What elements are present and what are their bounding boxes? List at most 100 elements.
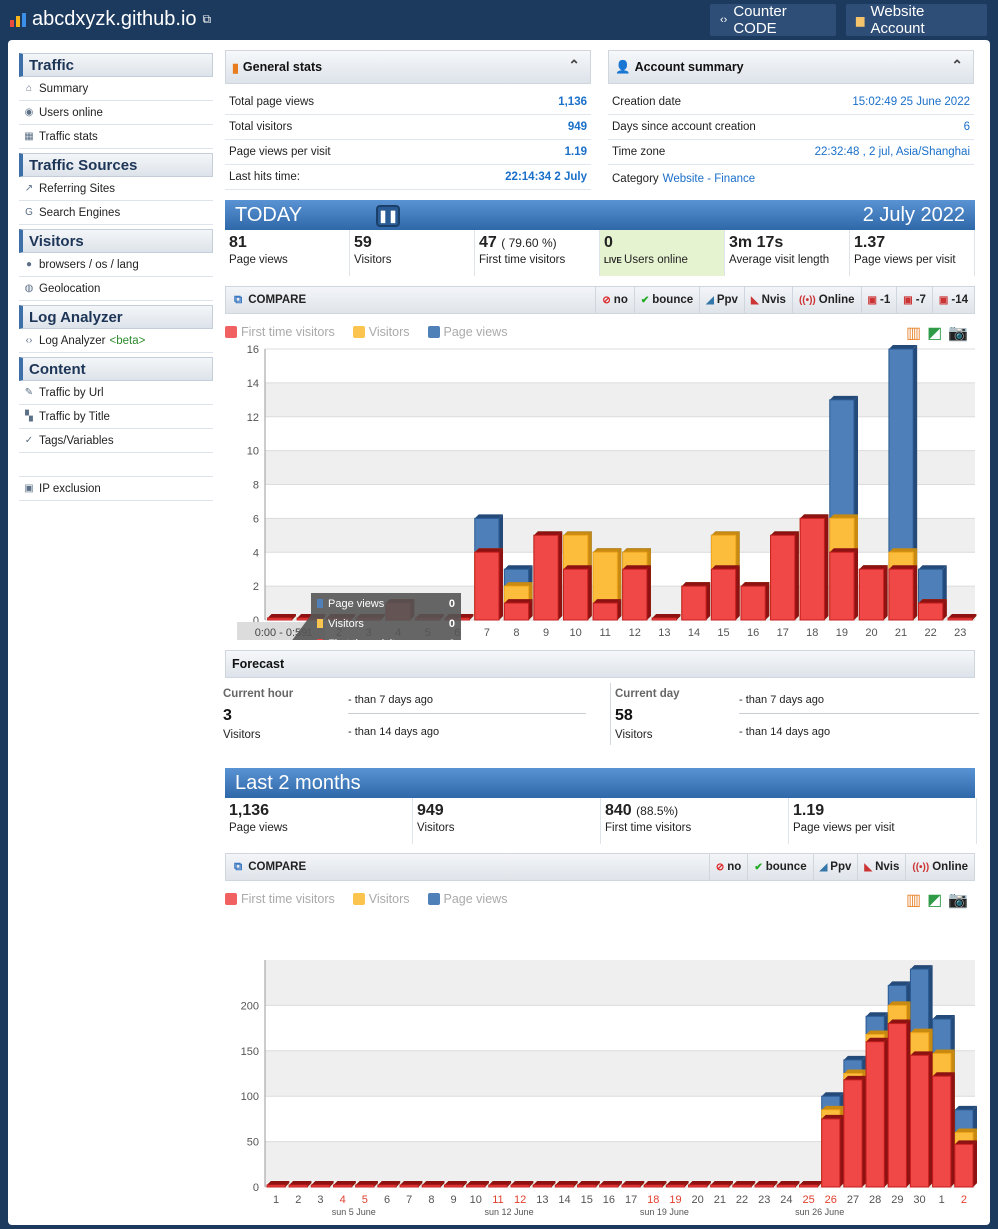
bar-first-time-visitors[interactable] <box>643 1181 667 1188</box>
sidebar-item[interactable]: ✓ Tags/Variables <box>19 429 213 453</box>
bar-first-time-visitors[interactable] <box>474 548 504 621</box>
compare-button[interactable]: ▣ -7 <box>896 287 932 313</box>
compare-button[interactable]: ✔ bounce <box>633 287 699 313</box>
bar-first-time-visitors[interactable] <box>510 1181 534 1188</box>
compare-button[interactable]: ◣ Nvis <box>743 287 792 313</box>
bar-first-time-visitors[interactable] <box>288 1181 312 1188</box>
bar-first-time-visitors[interactable] <box>421 1181 445 1188</box>
sidebar-item[interactable]: ↗ Referring Sites <box>19 177 213 201</box>
sidebar-item[interactable]: ✎ Traffic by Url <box>19 381 213 405</box>
bar-first-time-visitors[interactable] <box>562 565 592 621</box>
collapse-caret-icon[interactable]: ⌃ <box>951 57 963 73</box>
bar-first-time-visitors[interactable] <box>399 1181 423 1188</box>
sidebar-item[interactable]: G Search Engines <box>19 201 213 225</box>
bar-chart-icon[interactable]: ▥ <box>906 892 922 909</box>
sidebar-item-ip-exclusion[interactable]: ▣ IP exclusion <box>19 477 213 501</box>
compare-button[interactable]: ◣ Nvis <box>857 854 905 880</box>
sidebar-item[interactable]: ◍ Geolocation <box>19 277 213 301</box>
sidebar-item[interactable]: ⌂ Summary <box>19 77 213 101</box>
bar-first-time-visitors[interactable] <box>740 582 770 621</box>
site-brand[interactable]: abcdxyzk.github.io ⧉ <box>10 8 211 31</box>
account-summary-header[interactable]: 👤 Account summary ⌃ <box>608 50 974 84</box>
legend-first[interactable]: First time visitors <box>225 892 335 906</box>
bar-first-time-visitors[interactable] <box>267 614 296 621</box>
bar-first-time-visitors[interactable] <box>732 1181 756 1188</box>
sidebar-item[interactable]: ◉ Users online <box>19 101 213 125</box>
camera-icon[interactable]: 📷 <box>948 325 969 342</box>
compare-button[interactable]: ◢ Ppv <box>699 287 744 313</box>
bar-first-time-visitors[interactable] <box>754 1181 778 1188</box>
bar-first-time-visitors[interactable] <box>710 565 740 621</box>
site-title[interactable]: abcdxyzk.github.io <box>32 8 197 30</box>
bar-first-time-visitors[interactable] <box>688 1181 711 1188</box>
compare-button[interactable]: ⊘ no <box>595 287 633 313</box>
legend-first[interactable]: First time visitors <box>225 325 335 339</box>
bar-first-time-visitors[interactable] <box>770 531 799 621</box>
compare-button[interactable]: ((•)) Online <box>791 287 861 313</box>
counter-code-button[interactable]: ‹› Counter CODE <box>710 3 836 37</box>
sidebar-item[interactable]: ● browsers / os / lang <box>19 253 213 277</box>
area-chart-icon[interactable]: ◩ <box>927 325 943 342</box>
compare-button[interactable]: ⊘ no <box>708 854 747 880</box>
sidebar-item[interactable]: ▦ Traffic stats <box>19 125 213 149</box>
bar-first-time-visitors[interactable] <box>865 1037 889 1188</box>
bar-first-time-visitors[interactable] <box>887 1019 911 1188</box>
bar-first-time-visitors[interactable] <box>954 1140 977 1188</box>
legend-visitors[interactable]: Visitors <box>352 325 410 339</box>
compare-button[interactable]: ▣ -14 <box>931 287 974 313</box>
bar-first-time-visitors[interactable] <box>947 614 977 621</box>
bar-first-time-visitors[interactable] <box>443 1181 467 1188</box>
compare-button[interactable]: ✔ bounce <box>747 854 812 880</box>
bar-first-time-visitors[interactable] <box>355 1181 378 1188</box>
general-stats-header[interactable]: ▮ General stats ⌃ <box>225 50 591 84</box>
category-link[interactable]: Website - Finance <box>662 172 756 185</box>
bar-first-time-visitors[interactable] <box>622 565 651 621</box>
compare-button[interactable]: ◢ Ppv <box>812 854 858 880</box>
bar-first-time-visitors[interactable] <box>577 1181 600 1188</box>
sidebar-section-header[interactable]: Content <box>19 357 213 381</box>
sidebar-section-header[interactable]: Visitors <box>19 229 213 253</box>
bar-first-time-visitors[interactable] <box>909 1051 933 1188</box>
bar-first-time-visitors[interactable] <box>821 1114 844 1188</box>
bar-first-time-visitors[interactable] <box>533 531 563 621</box>
bar-first-time-visitors[interactable] <box>466 1181 489 1188</box>
area-chart-icon[interactable]: ◩ <box>927 892 943 909</box>
legend-pageviews[interactable]: Page views <box>427 325 507 339</box>
website-account-button[interactable]: ▆ Website Account <box>846 3 987 37</box>
bar-first-time-visitors[interactable] <box>333 1181 356 1188</box>
bar-first-time-visitors[interactable] <box>799 514 829 621</box>
bar-first-time-visitors[interactable] <box>651 614 681 621</box>
camera-icon[interactable]: 📷 <box>948 892 969 909</box>
bar-first-time-visitors[interactable] <box>503 599 533 621</box>
bar-first-time-visitors[interactable] <box>310 1181 334 1188</box>
bar-first-time-visitors[interactable] <box>681 582 711 621</box>
bar-first-time-visitors[interactable] <box>917 599 947 621</box>
bar-first-time-visitors[interactable] <box>532 1181 556 1188</box>
bar-first-time-visitors[interactable] <box>932 1072 955 1188</box>
bar-chart-icon[interactable]: ▥ <box>906 325 922 342</box>
external-link-icon[interactable]: ⧉ <box>202 12 212 26</box>
bar-first-time-visitors[interactable] <box>266 1181 290 1188</box>
bar-first-time-visitors[interactable] <box>554 1181 578 1188</box>
sidebar-section-header[interactable]: Traffic <box>19 53 213 77</box>
legend-visitors[interactable]: Visitors <box>352 892 410 906</box>
legend-pageviews[interactable]: Page views <box>427 892 507 906</box>
bar-first-time-visitors[interactable] <box>829 548 859 621</box>
compare-button[interactable]: ▣ -1 <box>860 287 897 313</box>
bar-first-time-visitors[interactable] <box>592 599 622 621</box>
bar-first-time-visitors[interactable] <box>798 1181 822 1188</box>
bar-first-time-visitors[interactable] <box>858 565 888 621</box>
bar-first-time-visitors[interactable] <box>888 565 918 621</box>
bar-first-time-visitors[interactable] <box>710 1181 733 1188</box>
bar-first-time-visitors[interactable] <box>621 1181 645 1188</box>
bar-first-time-visitors[interactable] <box>776 1181 800 1188</box>
bar-first-time-visitors[interactable] <box>488 1181 512 1188</box>
pause-button[interactable]: ❚❚ <box>376 205 400 227</box>
bar-first-time-visitors[interactable] <box>599 1181 623 1188</box>
sidebar-item[interactable]: ▚ Traffic by Title <box>19 405 213 429</box>
collapse-caret-icon[interactable]: ⌃ <box>568 57 580 73</box>
sidebar-item[interactable]: ‹› Log Analyzer <beta> <box>19 329 213 353</box>
bar-first-time-visitors[interactable] <box>377 1181 401 1188</box>
compare-button[interactable]: ((•)) Online <box>905 854 974 880</box>
bar-first-time-visitors[interactable] <box>665 1181 689 1188</box>
